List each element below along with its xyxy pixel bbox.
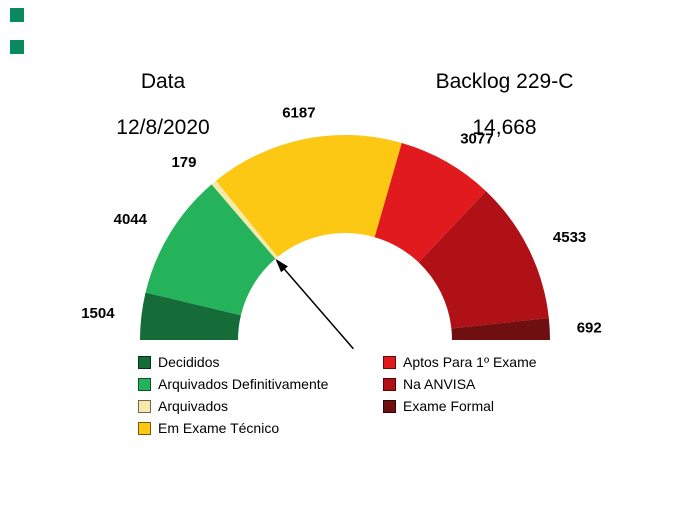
corner-marker — [10, 8, 24, 22]
annotation-arrow-head — [275, 258, 288, 273]
legend-swatch — [383, 355, 396, 369]
backlog-value: 14,668 — [472, 116, 537, 139]
legend-label: Em Exame Técnico — [158, 420, 280, 436]
legend-swatch — [383, 399, 396, 413]
legend-item: Arquivados — [138, 395, 328, 417]
gauge-segment — [451, 318, 550, 340]
segment-value-label: 6187 — [282, 105, 315, 122]
legend-swatch — [383, 377, 396, 391]
legend-label: Arquivados Definitivamente — [158, 376, 329, 392]
legend-item: Em Exame Técnico — [138, 417, 328, 439]
backlog-header: Backlog 229-C 14,668 — [412, 70, 597, 139]
legend-swatch — [138, 355, 151, 369]
legend-label: Decididos — [158, 354, 220, 370]
backlog-label: Backlog 229-C — [435, 70, 574, 93]
segment-value-label: 4533 — [553, 229, 586, 246]
date-value: 12/8/2020 — [116, 116, 210, 139]
segment-value-label: 692 — [577, 320, 602, 337]
date-header: Data 12/8/2020 — [78, 70, 248, 139]
date-label: Data — [140, 70, 186, 93]
legend-swatch — [138, 399, 151, 413]
legend-label: Arquivados — [158, 398, 229, 414]
legend-item: Na ANVISA — [383, 373, 537, 395]
legend-right-column: Aptos Para 1º Exame Na ANVISA Exame Formal — [383, 351, 537, 417]
corner-marker — [10, 40, 24, 54]
segment-value-label: 179 — [171, 154, 196, 171]
gauge-segment — [418, 191, 549, 329]
legend-item: Exame Formal — [383, 395, 537, 417]
segment-value-label: 1504 — [81, 305, 115, 322]
segment-value-label: 4044 — [114, 211, 148, 228]
legend-item: Aptos Para 1º Exame — [383, 351, 537, 373]
legend-item: Arquivados Definitivamente — [138, 373, 328, 395]
legend-label: Aptos Para 1º Exame — [403, 354, 537, 370]
legend-item: Decididos — [138, 351, 328, 373]
segment-value-label: 3077 — [460, 131, 493, 148]
gauge-segment — [145, 184, 276, 316]
annotation-arrow-line — [280, 265, 354, 350]
legend-swatch — [138, 421, 151, 435]
gauge-segment — [139, 292, 241, 340]
legend-label: Exame Formal — [403, 398, 495, 414]
gauge-segment — [211, 180, 278, 259]
gauge-segment — [215, 134, 402, 257]
gauge-segment — [374, 143, 487, 263]
legend-left-column: Decididos Arquivados Definitivamente Arqui… — [138, 351, 328, 439]
legend-label: Na ANVISA — [403, 376, 476, 392]
legend-swatch — [138, 377, 151, 391]
